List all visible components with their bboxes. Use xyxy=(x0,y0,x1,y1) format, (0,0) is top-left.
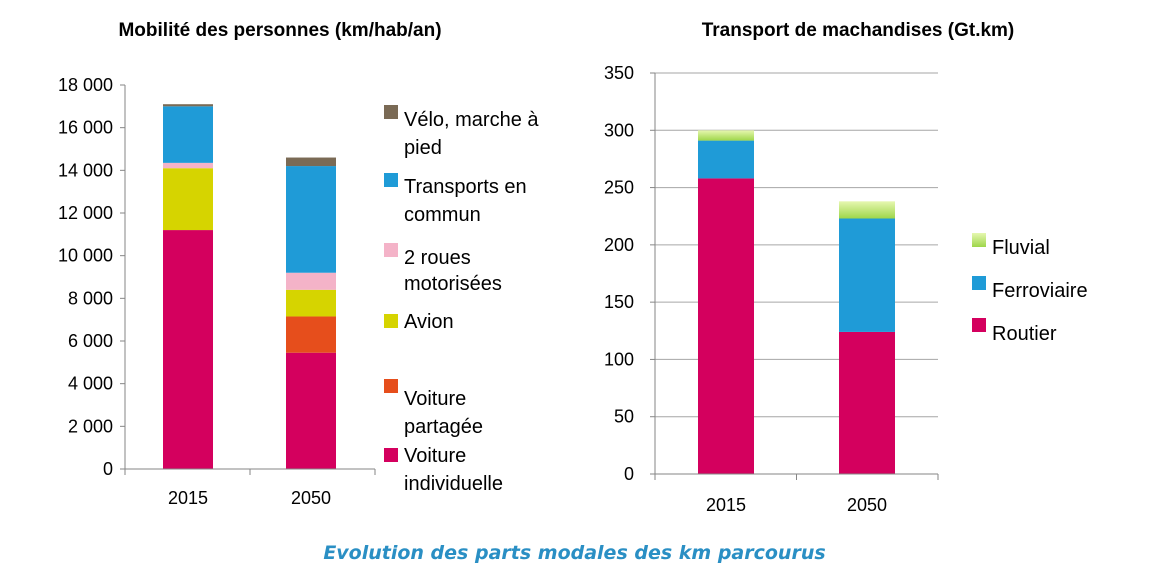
c2-legend-label: Fluvial xyxy=(992,237,1050,259)
c2-ytick-label: 350 xyxy=(604,63,634,83)
c1-ytick-label: 0 xyxy=(103,459,113,479)
c1-legend-label: individuelle xyxy=(404,473,503,495)
c2-ytick-label: 50 xyxy=(614,407,634,427)
c2-ytick-label: 150 xyxy=(604,292,634,312)
c2-bar-2050-ferroviaire xyxy=(839,218,895,332)
c1-bar-2050-avion xyxy=(286,289,336,317)
c1-legend-swatch xyxy=(384,243,398,257)
chart1-title: Mobilité des personnes (km/hab/an) xyxy=(118,20,441,41)
c1-xtick-label: 2015 xyxy=(168,488,208,508)
c2-legend-swatch xyxy=(972,318,986,332)
c1-ytick-label: 12 000 xyxy=(58,203,113,223)
c2-bar-2015-routier xyxy=(698,178,754,475)
c1-ytick-label: 4 000 xyxy=(68,374,113,394)
c2-ytick-label: 300 xyxy=(604,120,634,140)
c1-legend-swatch xyxy=(384,173,398,187)
c2-bar-2015-fluvial xyxy=(698,130,754,141)
c2-ytick-label: 200 xyxy=(604,235,634,255)
c1-legend-label: Avion xyxy=(404,311,454,333)
c1-bar-2015-voiture-individuelle xyxy=(163,230,213,469)
c1-legend-swatch xyxy=(384,379,398,393)
c2-bar-2050-fluvial xyxy=(839,201,895,219)
c1-bar-2050-v-lo-marche-pied xyxy=(286,157,336,167)
c1-legend-label: pied xyxy=(404,137,442,159)
c2-ytick-label: 0 xyxy=(624,464,634,484)
c2-legend-swatch xyxy=(972,233,986,247)
c1-bar-2015-2-roues-motoris-es xyxy=(163,162,213,169)
c1-bar-2050-2-roues-motoris-es xyxy=(286,272,336,290)
c1-legend-label: motorisées xyxy=(404,273,502,295)
chart-marchandises: Transport de machandises (Gt.km) 0 50 100 1… xyxy=(604,20,1088,515)
c1-bar-2015-transports-en-commun xyxy=(163,106,213,163)
c1-legend-label: 2 roues xyxy=(404,247,471,269)
c1-ytick-label: 14 000 xyxy=(58,160,113,180)
c1-legend-swatch xyxy=(384,105,398,119)
c1-ytick-label: 8 000 xyxy=(68,288,113,308)
c1-ytick-label: 10 000 xyxy=(58,246,113,266)
c2-bar-2015-ferroviaire xyxy=(698,140,754,179)
c2-legend-label: Ferroviaire xyxy=(992,280,1088,302)
c1-bar-2050-voiture-individuelle xyxy=(286,352,336,469)
c1-bar-2015-avion xyxy=(163,168,213,231)
c1-ytick-label: 2 000 xyxy=(68,416,113,436)
c1-ytick-label: 16 000 xyxy=(58,118,113,138)
c1-legend-swatch xyxy=(384,448,398,462)
c2-xtick-label: 2050 xyxy=(847,495,887,515)
figure-caption: Evolution des parts modales des km parco… xyxy=(323,542,826,564)
c1-legend-label: commun xyxy=(404,204,481,226)
c1-xtick-label: 2050 xyxy=(291,488,331,508)
c2-ytick-label: 100 xyxy=(604,349,634,369)
c1-legend-label: Transports en xyxy=(404,176,527,198)
c1-legend-label: partagée xyxy=(404,416,483,438)
c2-xtick-label: 2015 xyxy=(706,495,746,515)
chart2-title: Transport de machandises (Gt.km) xyxy=(702,20,1015,41)
c2-legend-label: Routier xyxy=(992,323,1057,345)
c2-legend-swatch xyxy=(972,276,986,290)
c2-ytick-label: 250 xyxy=(604,178,634,198)
c1-bar-2050-voiture-partag-e xyxy=(286,316,336,353)
c1-ytick-label: 18 000 xyxy=(58,75,113,95)
c1-legend-label: Voiture xyxy=(404,445,466,467)
c1-legend-label: Vélo, marche à xyxy=(404,109,539,131)
c1-legend-label: Voiture xyxy=(404,388,466,410)
c1-ytick-label: 6 000 xyxy=(68,331,113,351)
c1-legend-swatch xyxy=(384,314,398,328)
c1-bar-2015-v-lo-marche-pied xyxy=(163,104,213,107)
chart-mobilite: Mobilité des personnes (km/hab/an) 0 2 00… xyxy=(58,20,539,508)
c2-bar-2050-routier xyxy=(839,331,895,474)
c1-bar-2050-transports-en-commun xyxy=(286,166,336,273)
